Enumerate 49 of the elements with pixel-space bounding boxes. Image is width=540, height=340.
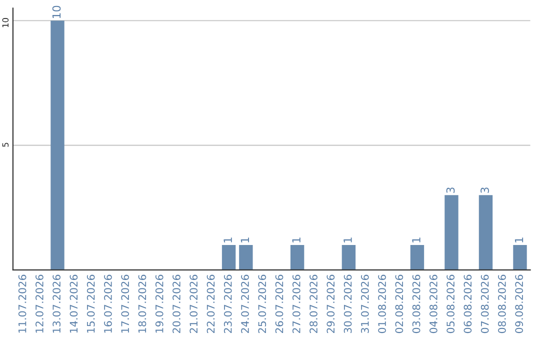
x-tick-label: 02.08.2026 bbox=[395, 274, 404, 334]
x-tick-label: 11.07.2026 bbox=[18, 274, 26, 333]
data-label: 1 bbox=[344, 238, 352, 242]
x-tick-label: 23.07.2026 bbox=[224, 274, 232, 334]
data-label: 1 bbox=[412, 238, 420, 242]
x-tick-label: 05.08.2026 bbox=[446, 274, 455, 334]
x-tick-label: 04.08.2026 bbox=[429, 274, 438, 334]
x-tick-label: 24.07.2026 bbox=[241, 274, 249, 334]
data-label: 1 bbox=[240, 238, 249, 242]
x-tick-label: 25.07.2026 bbox=[258, 274, 266, 334]
x-tick-label: 01.08.2026 bbox=[378, 274, 386, 334]
x-tick-label: 21.07.2026 bbox=[190, 274, 198, 334]
data-label: 10 bbox=[52, 6, 61, 18]
x-tick-label: 17.07.2026 bbox=[121, 274, 130, 333]
bar bbox=[222, 245, 236, 270]
bar bbox=[410, 245, 424, 270]
bar bbox=[239, 245, 253, 270]
x-tick-label: 12.07.2026 bbox=[36, 274, 44, 333]
x-tick-label: 30.07.2026 bbox=[344, 274, 352, 333]
bar bbox=[50, 20, 64, 270]
x-tick-label: 14.07.2026 bbox=[70, 274, 78, 333]
x-tick-label: 15.07.2026 bbox=[86, 274, 95, 333]
x-tick-label: 29.07.2026 bbox=[326, 274, 335, 334]
bar bbox=[478, 195, 493, 270]
bar bbox=[342, 245, 356, 270]
data-label: 1 bbox=[292, 238, 300, 242]
bar bbox=[513, 245, 527, 270]
bar bbox=[444, 195, 458, 270]
x-tick-label: 09.08.2026 bbox=[515, 274, 524, 334]
x-tick-label: 06.08.2026 bbox=[464, 274, 472, 334]
x-tick-label: 16.07.2026 bbox=[104, 274, 112, 333]
x-tick-label: 27.07.2026 bbox=[292, 274, 300, 334]
x-tick-label: 13.07.2026 bbox=[52, 274, 61, 333]
x-tick-label: 28.07.2026 bbox=[310, 274, 318, 334]
x-tick-label: 20.07.2026 bbox=[172, 274, 180, 334]
data-label: 3 bbox=[446, 188, 455, 193]
x-tick-label: 18.07.2026 bbox=[138, 274, 146, 333]
x-tick-label: 31.07.2026 bbox=[360, 274, 369, 333]
x-tick-label: 22.07.2026 bbox=[206, 274, 215, 334]
x-tick-label: 07.08.2026 bbox=[480, 274, 489, 334]
data-label: 1 bbox=[514, 238, 524, 242]
x-tick-label: 03.08.2026 bbox=[412, 274, 420, 334]
bar bbox=[290, 245, 304, 270]
y-tick-label: 5 bbox=[2, 142, 9, 147]
data-label: 1 bbox=[224, 238, 232, 242]
x-tick-label: 08.08.2026 bbox=[498, 274, 506, 334]
x-tick-label: 26.07.2026 bbox=[275, 274, 284, 334]
x-tick-label: 19.07.2026 bbox=[155, 274, 164, 333]
data-label: 3 bbox=[480, 188, 489, 193]
